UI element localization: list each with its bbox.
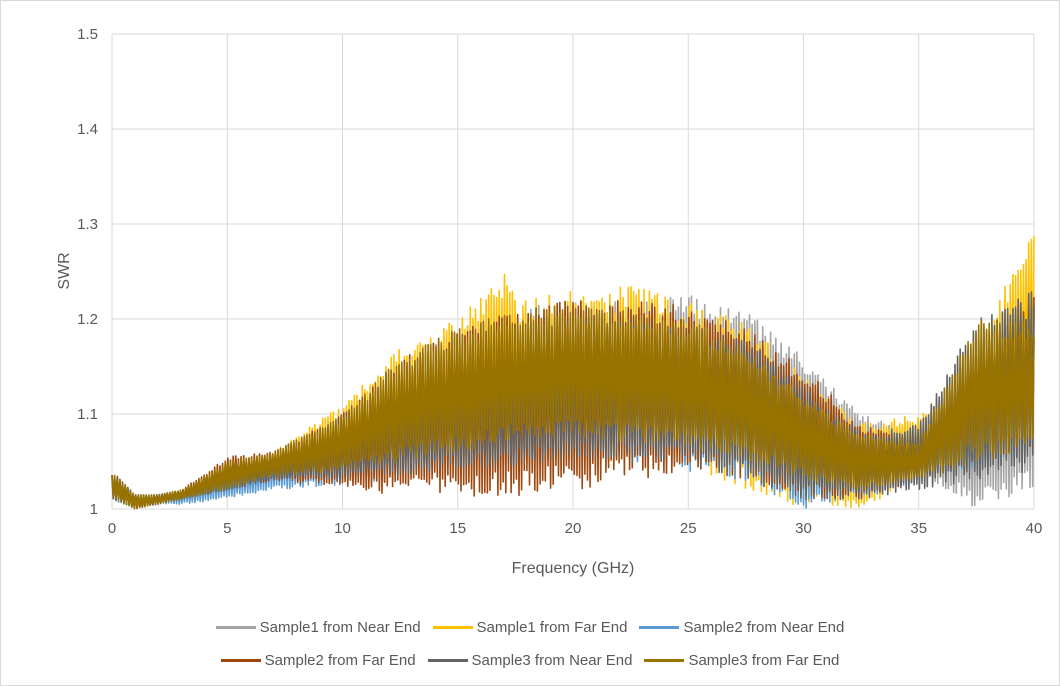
legend: Sample1 from Near End Sample1 from Far E… [1,611,1059,677]
x-tick-label: 30 [795,520,812,537]
legend-swatch [639,626,680,629]
legend-swatch [644,659,685,662]
legend-item-sample3-far: Sample3 from Far End [644,652,839,669]
legend-label: Sample2 from Near End [683,619,845,636]
x-tick-label: 15 [449,520,466,537]
y-tick-label: 1.2 [77,311,98,328]
x-tick-label: 40 [1026,520,1043,537]
x-tick-label: 20 [565,520,582,537]
legend-item-sample2-far: Sample2 from Far End [220,652,416,669]
legend-label: Sample3 from Far End [688,652,840,669]
legend-swatch [215,626,256,629]
legend-label: Sample2 from Far End [264,652,416,669]
x-tick-label: 5 [223,520,231,537]
legend-label: Sample3 from Near End [471,652,633,669]
legend-swatch [432,626,473,629]
legend-item-sample2-near: Sample2 from Near End [639,619,844,636]
x-tick-label: 25 [680,520,697,537]
y-axis-title: SWR [56,252,73,289]
y-tick-label: 1.3 [77,216,98,233]
legend-row-1: Sample1 from Near End Sample1 from Far E… [1,611,1059,644]
x-tick-label: 10 [334,520,351,537]
legend-swatch [220,659,261,662]
x-tick-label: 35 [910,520,927,537]
legend-item-sample1-near: Sample1 from Near End [215,619,421,636]
legend-swatch [427,659,468,662]
y-tick-label: 1.5 [77,26,98,43]
series-line-6 [111,305,1035,510]
y-tick-label: 1.4 [77,121,98,138]
legend-item-sample3-near: Sample3 from Near End [427,652,633,669]
x-tick-label: 0 [108,520,116,537]
legend-item-sample1-far: Sample1 from Far End [432,619,628,636]
legend-row-2: Sample2 from Far End Sample3 from Near E… [1,644,1059,677]
x-axis-title: Frequency (GHz) [512,560,635,577]
y-tick-label: 1 [90,501,98,518]
legend-label: Sample1 from Near End [259,619,421,636]
y-tick-label: 1.1 [77,406,98,423]
legend-label: Sample1 from Far End [476,619,628,636]
